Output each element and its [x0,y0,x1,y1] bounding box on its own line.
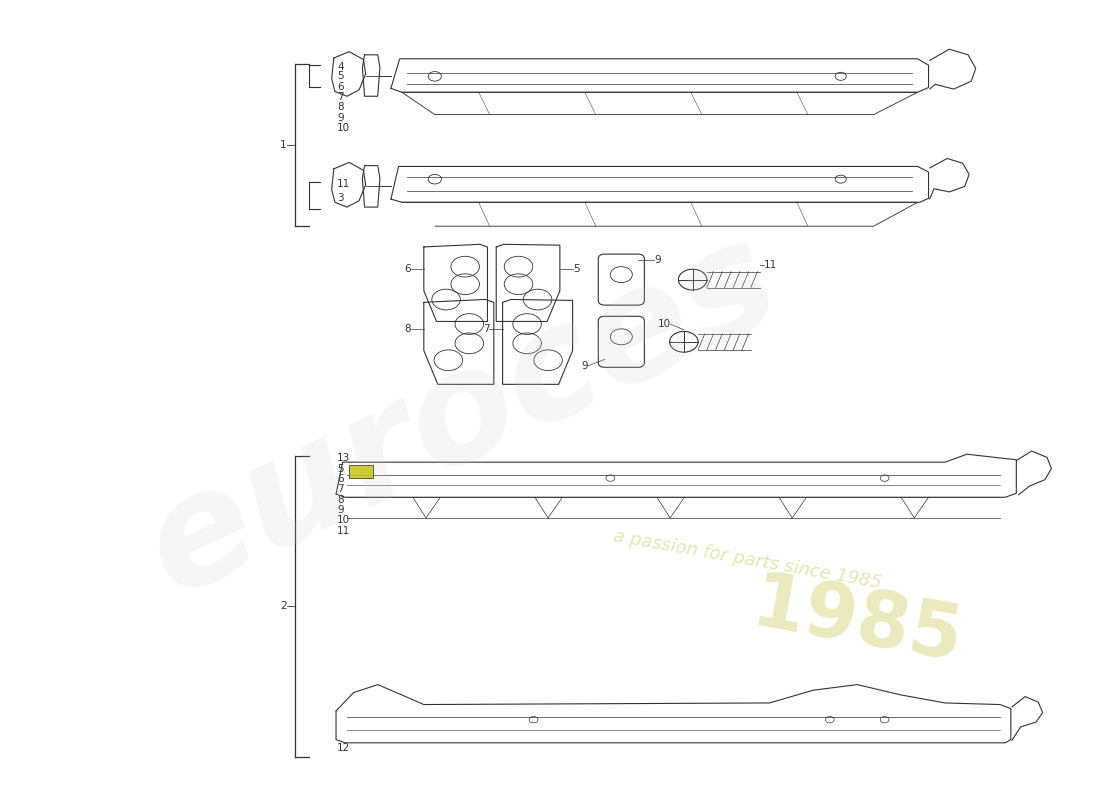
Text: 13: 13 [337,453,351,463]
Text: 9: 9 [654,254,661,265]
Text: 10: 10 [337,515,350,526]
Text: 12: 12 [337,742,351,753]
Text: 11: 11 [337,179,351,189]
Text: 6: 6 [337,82,344,92]
Text: 8: 8 [337,102,344,113]
Text: 8: 8 [404,324,410,334]
Text: 5: 5 [337,463,344,474]
Text: 1985: 1985 [746,568,968,678]
Text: 10: 10 [658,319,671,330]
Text: 2: 2 [280,602,287,611]
Text: euroces: euroces [123,206,801,626]
Text: 5: 5 [573,264,580,274]
Text: 9: 9 [582,361,588,370]
Text: 7: 7 [337,92,344,102]
Text: 3: 3 [337,193,344,202]
Text: 1: 1 [280,140,287,150]
Text: 6: 6 [337,474,344,484]
Text: 9: 9 [337,113,344,122]
Text: 4: 4 [337,62,344,72]
Text: a passion for parts since 1985: a passion for parts since 1985 [612,527,883,592]
Text: 10: 10 [337,123,350,133]
Text: 9: 9 [337,505,344,515]
Text: 7: 7 [337,484,344,494]
Text: 7: 7 [483,324,490,334]
Bar [349,465,373,478]
Text: 6: 6 [404,264,410,274]
Text: 11: 11 [337,526,351,536]
Text: 11: 11 [764,260,778,270]
Text: 5: 5 [337,71,344,82]
Text: 8: 8 [337,494,344,505]
